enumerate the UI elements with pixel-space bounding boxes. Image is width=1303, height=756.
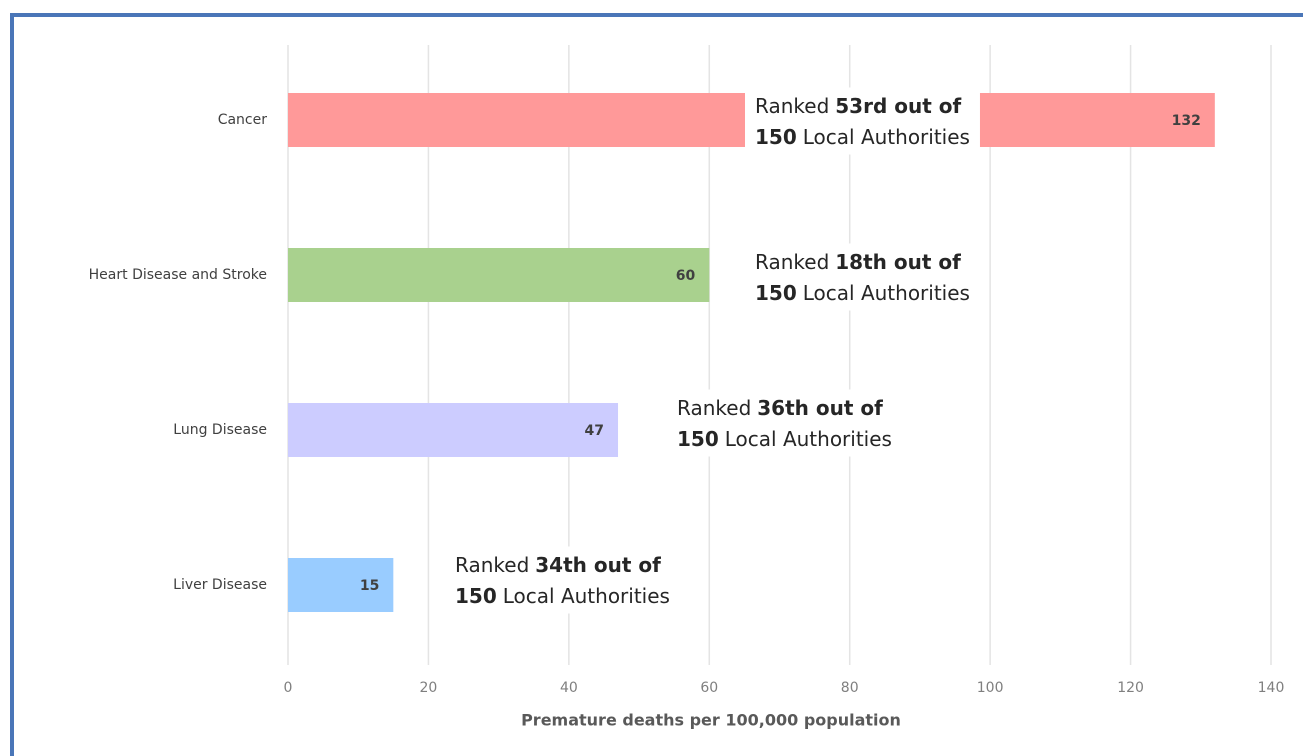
value-label: 132 [1172, 113, 1201, 129]
bar [288, 248, 710, 302]
frame-top [10, 13, 1303, 17]
annotation-text: 150 [677, 427, 719, 451]
x-tick-label: 0 [284, 680, 293, 696]
value-label: 15 [360, 578, 379, 594]
annotation-text: 36th out of [757, 396, 883, 420]
annotation-line: 150 Local Authorities [755, 125, 970, 149]
category-label: Liver Disease [173, 577, 267, 593]
annotation-text: Ranked [677, 396, 751, 420]
annotation: Ranked 18th out of 150 Local Authorities [745, 243, 980, 311]
annotation-line: 150 Local Authorities [677, 427, 892, 451]
value-label: 47 [585, 423, 604, 439]
annotation-text: Local Authorities [803, 125, 970, 149]
x-axis-label: Premature deaths per 100,000 population [521, 711, 901, 730]
annotation-text: 53rd out of [835, 94, 961, 118]
annotation-line: Ranked 18th out of [755, 250, 961, 274]
annotation-line: Ranked 34th out of [455, 553, 661, 577]
annotation-background [667, 389, 902, 457]
annotation-text: Ranked [455, 553, 529, 577]
annotation-line: 150 Local Authorities [455, 584, 670, 608]
annotation-line: Ranked 53rd out of [755, 94, 961, 118]
category-label: Cancer [218, 112, 268, 128]
annotation: Ranked 34th out of 150 Local Authorities [445, 546, 680, 614]
annotation-text: 34th out of [535, 553, 661, 577]
annotation-text: 150 [455, 584, 497, 608]
annotation-text: Local Authorities [503, 584, 670, 608]
x-tick-label: 120 [1117, 680, 1144, 696]
x-tick-label: 140 [1258, 680, 1285, 696]
category-label: Lung Disease [173, 422, 267, 438]
bar [288, 403, 619, 457]
x-tick-label: 100 [977, 680, 1004, 696]
annotation-background [745, 243, 980, 311]
annotation-text: 150 [755, 281, 797, 305]
annotation: Ranked 53rd out of 150 Local Authorities [745, 87, 980, 155]
annotation-background [745, 87, 980, 155]
annotation: Ranked 36th out of 150 Local Authorities [667, 389, 902, 457]
x-tick-label: 80 [841, 680, 859, 696]
annotation-text: Local Authorities [803, 281, 970, 305]
annotation-text: Local Authorities [725, 427, 892, 451]
annotation-line: 150 Local Authorities [755, 281, 970, 305]
frame-left [10, 13, 14, 756]
category-label: Heart Disease and Stroke [89, 267, 267, 283]
annotation-line: Ranked 36th out of [677, 396, 883, 420]
x-tick-label: 40 [560, 680, 578, 696]
value-label: 60 [676, 268, 696, 284]
annotation-text: 150 [755, 125, 797, 149]
annotation-text: Ranked [755, 250, 829, 274]
x-tick-label: 60 [700, 680, 718, 696]
annotation-background [445, 546, 680, 614]
annotation-text: 18th out of [835, 250, 961, 274]
bar [288, 558, 394, 612]
x-tick-label: 20 [420, 680, 438, 696]
annotation-text: Ranked [755, 94, 829, 118]
